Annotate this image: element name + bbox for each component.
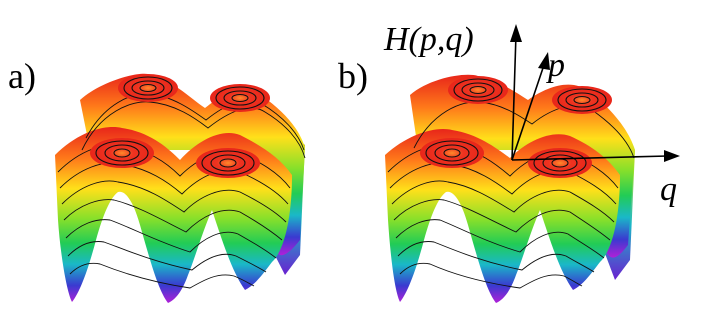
surface-b-back [410,74,635,258]
surface-plot-b: H(p,q) p q [383,21,680,303]
axes-b [510,24,680,162]
peaks-a [90,74,270,178]
panel-label-b: b) [338,56,368,96]
h-axis-line [511,33,517,161]
q-axis-label: q [660,171,677,208]
h-axis-label: H(p,q) [383,21,474,58]
peaks-b [420,76,612,178]
h-axis-arrowhead [510,24,522,42]
p-axis-line [511,61,546,161]
surface-plot-a [55,73,306,303]
p-axis-arrowhead [538,52,550,70]
p-axis-label: p [546,47,565,84]
surface-a-back [80,73,305,256]
q-axis-line [511,155,669,161]
q-axis-arrowhead [664,150,680,162]
panel-label-a: a) [8,56,36,96]
